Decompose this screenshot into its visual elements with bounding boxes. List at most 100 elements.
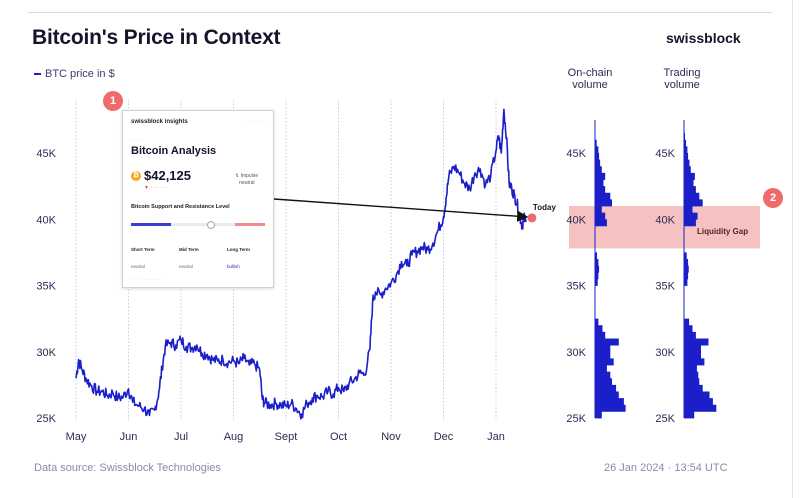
volume-bar bbox=[684, 358, 705, 366]
volume-bar bbox=[595, 139, 597, 147]
volume-bar bbox=[595, 331, 606, 339]
legend-label: BTC price in $ bbox=[45, 68, 115, 80]
volume-bar bbox=[684, 371, 699, 379]
volume-y-tick-label: 45K bbox=[566, 148, 586, 160]
volume-bar bbox=[684, 384, 703, 392]
volume-y-tick-label: 35K bbox=[655, 281, 675, 293]
volume-y-tick-label: 35K bbox=[566, 281, 586, 293]
volume-bar bbox=[684, 398, 713, 406]
volume-bar bbox=[595, 391, 619, 399]
onchain-header-line2: volume bbox=[572, 79, 608, 91]
volume-bar bbox=[684, 278, 688, 286]
term-long-value: bullish bbox=[227, 264, 240, 269]
impulse-icon: ↯ bbox=[235, 173, 240, 179]
volume-bar bbox=[684, 272, 689, 280]
y-tick-label: 35K bbox=[36, 281, 56, 293]
volume-bar bbox=[595, 192, 611, 200]
volume-bar bbox=[595, 378, 612, 386]
volume-bar bbox=[684, 133, 686, 141]
volume-bar bbox=[684, 318, 690, 326]
volume-bar bbox=[684, 166, 691, 174]
card-price-change: ▼ · · · · · · bbox=[144, 185, 168, 191]
term-mid-label: Mid Term bbox=[179, 247, 199, 252]
card-support-label: Bitcoin Support and Resistance Level bbox=[131, 204, 230, 210]
volume-bar bbox=[595, 404, 626, 412]
volume-bar bbox=[684, 192, 700, 200]
volume-bar bbox=[684, 338, 709, 346]
volume-bar bbox=[684, 391, 710, 399]
volume-bar bbox=[684, 331, 696, 339]
volume-bar bbox=[595, 272, 599, 280]
trading-volume-header: Trading volume bbox=[647, 67, 717, 91]
volume-bar bbox=[684, 345, 701, 353]
volume-y-tick-label: 25K bbox=[566, 413, 586, 425]
volume-y-tick-label: 40K bbox=[566, 214, 586, 226]
volume-bar bbox=[595, 411, 602, 419]
legend-swatch bbox=[34, 73, 41, 76]
volume-bar bbox=[684, 404, 717, 412]
card-brand: swissblock insights bbox=[131, 119, 188, 125]
resistance-segment bbox=[235, 223, 265, 226]
volume-bar bbox=[684, 159, 690, 167]
card-date: · · · · · · · · bbox=[246, 119, 265, 124]
current-level-marker bbox=[207, 221, 215, 229]
y-tick-label: 25K bbox=[36, 413, 56, 425]
timestamp: 26 Jan 2024 · 13:54 UTC bbox=[604, 462, 728, 474]
callout-arrow bbox=[273, 198, 529, 222]
volume-y-tick-label: 30K bbox=[655, 347, 675, 359]
volume-bar bbox=[684, 365, 697, 373]
volume-bar bbox=[595, 153, 600, 161]
volume-bar bbox=[684, 252, 687, 260]
x-tick-label: May bbox=[66, 431, 87, 443]
volume-bar bbox=[684, 259, 689, 267]
volume-bar bbox=[595, 398, 624, 406]
volume-bar bbox=[595, 265, 600, 273]
term-short-value: neutral bbox=[131, 264, 145, 269]
brand-logo: swissblock bbox=[666, 30, 741, 46]
term-long-label: Long Term bbox=[227, 247, 250, 252]
card-category: · · · · · bbox=[131, 137, 144, 142]
volume-bar bbox=[684, 172, 695, 180]
volume-bar bbox=[684, 351, 701, 359]
bitcoin-analysis-card: swissblock insights · · · · · · · · · · … bbox=[122, 110, 274, 288]
volume-bar bbox=[684, 325, 693, 333]
volume-bar bbox=[595, 212, 606, 220]
volume-bar bbox=[684, 153, 689, 161]
volume-bar bbox=[595, 384, 617, 392]
volume-bar bbox=[595, 206, 602, 214]
x-tick-label: Aug bbox=[224, 431, 244, 443]
volume-bar bbox=[595, 278, 598, 286]
volume-bar bbox=[595, 179, 604, 187]
x-tick-label: Jan bbox=[487, 431, 505, 443]
today-label: Today bbox=[533, 203, 557, 212]
volume-bar bbox=[595, 338, 619, 346]
x-tick-label: Jul bbox=[174, 431, 188, 443]
x-tick-label: Nov bbox=[381, 431, 401, 443]
x-tick-label: Jun bbox=[120, 431, 138, 443]
volume-bar bbox=[595, 259, 599, 267]
data-source: Data source: Swissblock Technologies bbox=[34, 462, 221, 474]
term-mid-value: neutral bbox=[179, 264, 193, 269]
volume-bar bbox=[595, 365, 607, 373]
volume-bar bbox=[684, 199, 703, 207]
volume-bar bbox=[595, 159, 601, 167]
annotation-badge-2: 2 bbox=[763, 188, 783, 208]
volume-bar bbox=[595, 146, 599, 154]
volume-bar bbox=[595, 252, 598, 260]
volume-bar bbox=[684, 146, 688, 154]
volume-y-tick-label: 40K bbox=[655, 214, 675, 226]
volume-bar bbox=[595, 371, 611, 379]
volume-bar bbox=[684, 212, 698, 220]
y-tick-label: 30K bbox=[36, 347, 56, 359]
volume-y-tick-label: 45K bbox=[655, 148, 675, 160]
volume-bar bbox=[684, 219, 696, 227]
volume-bar bbox=[684, 378, 700, 386]
volume-bar bbox=[595, 219, 607, 227]
liquidity-gap-label: Liquidity Gap bbox=[697, 227, 748, 236]
volume-bar bbox=[684, 186, 696, 194]
volume-bar bbox=[684, 206, 693, 214]
card-disclaimer: · · · · · · · · · · · · · · · bbox=[131, 278, 163, 282]
volume-y-tick-label: 25K bbox=[655, 413, 675, 425]
card-price: $42,125 bbox=[144, 168, 191, 183]
